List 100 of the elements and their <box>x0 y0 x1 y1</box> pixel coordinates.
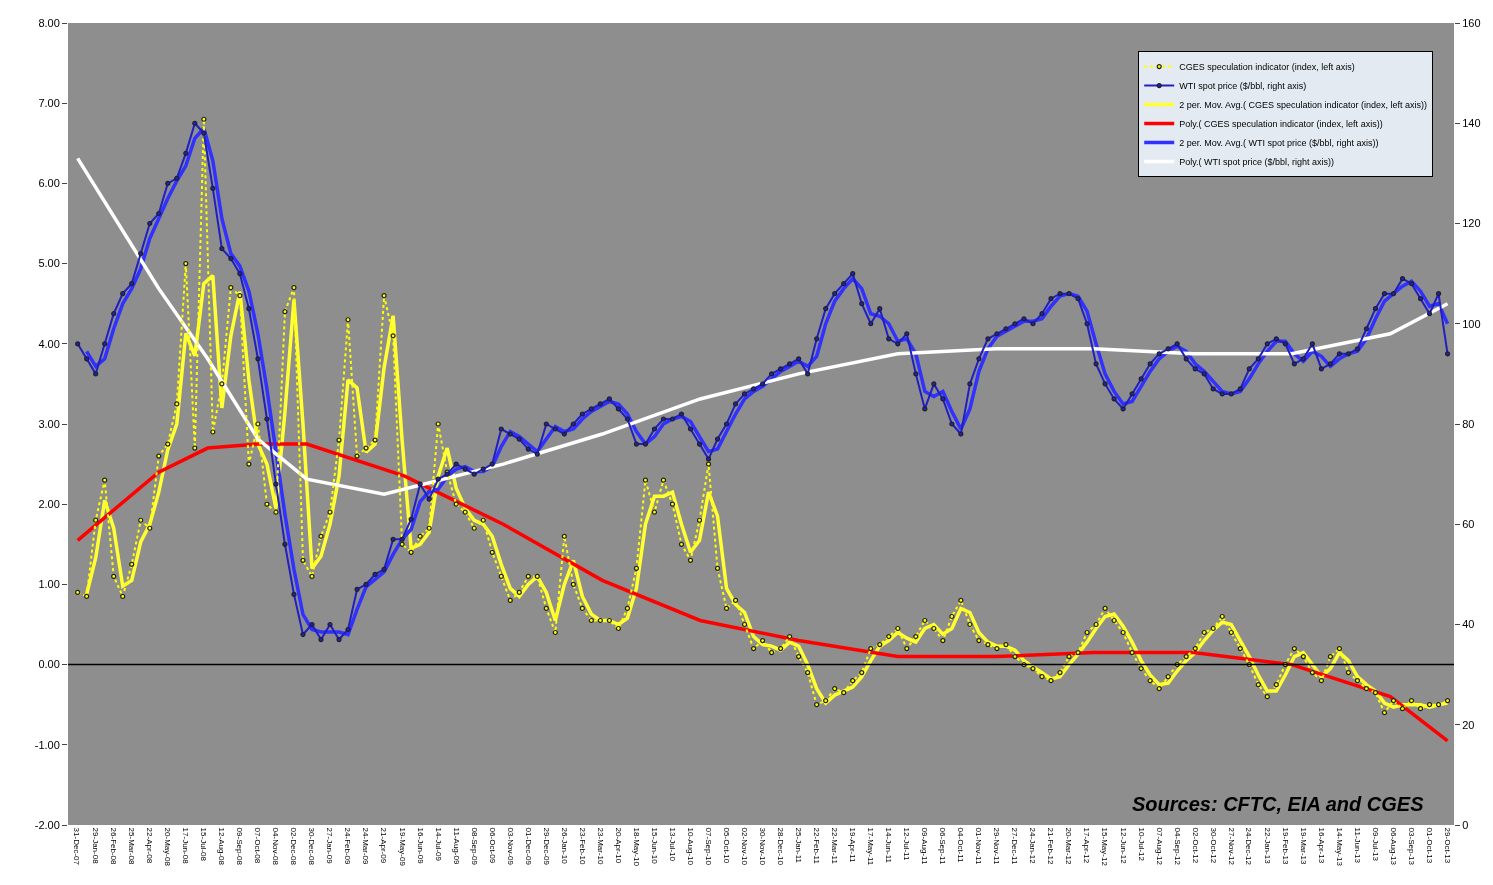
x-tick-label: 07-Sep-10 <box>703 827 713 866</box>
x-tick-label: 01-Nov-11 <box>974 827 984 865</box>
x-tick-label: 22-Apr-08 <box>145 827 155 864</box>
x-tick-label: 17-May-11 <box>866 827 876 866</box>
x-tick-label: 21-Feb-12 <box>1046 827 1056 866</box>
x-tick-label: 17-Jun-08 <box>181 827 191 865</box>
x-tick-label: 13-Jul-10 <box>667 827 677 862</box>
y-tick-label: 3.00 <box>38 417 60 430</box>
x-tick-label: 20-Mar-12 <box>1064 827 1074 866</box>
x-tick-label: 04-Oct-11 <box>956 827 966 864</box>
legend-label: 2 per. Mov. Avg.( CGES speculation indicator (index, left axis)) <box>1179 100 1427 111</box>
x-tick-label: 23-Mar-10 <box>595 827 605 866</box>
x-tick-label: 14-May-13 <box>1334 827 1344 867</box>
x-tick-label: 11-Aug-09 <box>451 827 461 865</box>
y-tick-label: 4.00 <box>38 337 60 350</box>
x-tick-label: 29-Oct-13 <box>1442 827 1452 864</box>
x-tick-label: 30-Nov-10 <box>758 827 768 866</box>
x-tick-label: 30-Oct-12 <box>1208 827 1218 864</box>
x-tick-label: 25-Jan-11 <box>794 827 804 864</box>
x-tick-label: 05-Oct-10 <box>721 827 731 864</box>
x-tick-label: 24-Jan-12 <box>1028 827 1038 865</box>
y-tick-label: 1.00 <box>38 578 60 591</box>
x-tick-label: 24-Feb-09 <box>343 827 353 866</box>
x-tick-label: 02-Nov-10 <box>739 827 749 866</box>
x-tick-label: 29-Nov-11 <box>992 827 1002 865</box>
x-tick-label: 31-Dec-07 <box>72 827 82 866</box>
x-tick-label: 16-Jun-09 <box>415 827 425 865</box>
x-tick-label: 24-Mar-09 <box>361 827 371 866</box>
x-tick-label: 10-Aug-10 <box>685 827 695 866</box>
x-tick-label: 01-Oct-13 <box>1424 827 1434 864</box>
x-tick-label: 19-May-09 <box>397 827 407 867</box>
x-tick-label: 09-Aug-11 <box>920 827 930 865</box>
y2-tick-label: 160 <box>1462 16 1481 29</box>
x-tick-label: 06-Oct-09 <box>487 827 497 864</box>
x-tick-label: 14-Jun-11 <box>884 827 894 864</box>
x-tick-label: 15-May-12 <box>1100 827 1110 867</box>
y2-tick-label: 0 <box>1462 818 1469 831</box>
x-tick-label: 12-Aug-08 <box>217 827 227 866</box>
x-tick-label: 14-Jul-09 <box>433 827 443 862</box>
x-tick-label: 18-May-10 <box>631 827 641 867</box>
x-tick-label: 16-Apr-13 <box>1316 827 1326 864</box>
annotation: Sources: CFTC, EIA and CGES <box>1132 793 1425 815</box>
x-tick-label: 15-Jun-10 <box>649 827 659 865</box>
x-tick-label: 01-Dec-09 <box>523 827 533 866</box>
x-tick-label: 15-Jul-08 <box>199 827 209 862</box>
y2-tick-label: 140 <box>1462 117 1481 130</box>
x-tick-label: 08-Sep-09 <box>469 827 479 866</box>
x-tick-label: 20-May-08 <box>163 827 173 867</box>
y2-tick-label: 40 <box>1462 618 1475 631</box>
y-tick-label: -1.00 <box>34 738 60 751</box>
y-tick-label: 0.00 <box>38 658 60 671</box>
x-tick-label: 24-Dec-12 <box>1244 827 1254 866</box>
y-tick-label: 6.00 <box>38 177 60 190</box>
legend-label: 2 per. Mov. Avg.( WTI spot price ($/bbl, right axis)) <box>1179 138 1379 149</box>
y-tick-label: 2.00 <box>38 498 60 511</box>
y-tick-label: 7.00 <box>38 97 60 110</box>
x-tick-label: 20-Apr-10 <box>613 827 623 864</box>
x-tick-label: 03-Nov-09 <box>505 827 515 866</box>
x-tick-label: 30-Dec-08 <box>307 827 317 866</box>
x-tick-label: 25-Mar-08 <box>127 827 137 866</box>
x-tick-label: 27-Jan-09 <box>325 827 335 865</box>
x-tick-label: 26-Jan-10 <box>559 827 569 865</box>
x-tick-label: 11-Jun-13 <box>1352 827 1362 864</box>
x-tick-label: 23-Feb-10 <box>577 827 587 866</box>
x-tick-label: 12-Jul-11 <box>902 827 912 861</box>
x-tick-label: 26-Feb-08 <box>109 827 119 866</box>
x-tick-label: 19-Feb-13 <box>1280 827 1290 866</box>
x-tick-label: 06-Sep-11 <box>938 827 948 865</box>
x-tick-label: 04-Sep-12 <box>1172 827 1182 866</box>
y2-tick-label: 120 <box>1462 217 1481 230</box>
y2-tick-label: 80 <box>1462 417 1475 430</box>
legend-label: Poly.( CGES speculation indicator (index, left axis)) <box>1179 119 1383 130</box>
x-tick-label: 09-Sep-08 <box>235 827 245 866</box>
x-tick-label: 29-Jan-08 <box>91 827 101 865</box>
x-tick-label: 28-Dec-10 <box>776 827 786 866</box>
x-tick-label: 07-Oct-08 <box>253 827 263 864</box>
y2-tick-label: 60 <box>1462 518 1475 531</box>
x-tick-label: 27-Dec-11 <box>1010 827 1020 865</box>
line-series <box>75 156 1450 496</box>
y-tick-label: -2.00 <box>34 818 60 831</box>
y2-tick-label: 100 <box>1462 317 1481 330</box>
x-tick-label: 12-Jun-12 <box>1118 827 1128 865</box>
x-tick-label: 22-Mar-11 <box>830 827 840 865</box>
x-tick-label: 06-Aug-13 <box>1388 827 1398 866</box>
x-tick-label: 07-Aug-12 <box>1154 827 1164 866</box>
x-tick-label: 22-Jan-13 <box>1262 827 1272 865</box>
legend-label: CGES speculation indicator (index, left axis) <box>1179 62 1355 73</box>
x-tick-label: 17-Apr-12 <box>1082 827 1092 864</box>
x-tick-label: 21-Apr-09 <box>379 827 389 864</box>
x-tick-label: 27-Nov-12 <box>1226 827 1236 866</box>
y-tick-label: 8.00 <box>38 16 60 29</box>
x-tick-label: 19-Apr-11 <box>848 827 858 864</box>
y2-tick-label: 20 <box>1462 718 1475 731</box>
x-tick-label: 09-Jul-13 <box>1370 827 1380 862</box>
y-tick-label: 5.00 <box>38 257 60 270</box>
x-tick-label: 22-Feb-11 <box>812 827 822 865</box>
legend-label: Poly.( WTI spot price ($/bbl, right axis)) <box>1179 157 1335 168</box>
x-tick-label: 02-Dec-08 <box>289 827 299 866</box>
x-tick-label: 04-Nov-08 <box>271 827 281 866</box>
line-series <box>75 442 1450 743</box>
